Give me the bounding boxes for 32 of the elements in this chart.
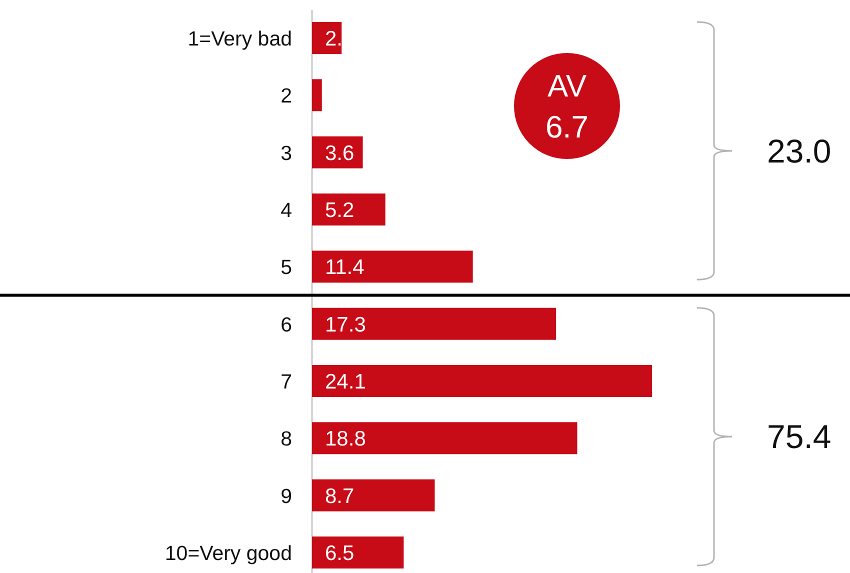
y-tick-label: 2: [280, 84, 292, 108]
y-tick-label: 10=Very good: [164, 542, 292, 565]
bar: [312, 479, 435, 512]
bar: [312, 194, 386, 226]
y-tick-label: 8: [280, 428, 292, 451]
text: 75.4: [767, 418, 832, 456]
bar: [312, 308, 556, 340]
y-tick-label: 4: [280, 199, 292, 222]
y-tick-label: 9: [280, 484, 292, 508]
bar: [312, 422, 578, 454]
data-label: 8.7: [325, 484, 354, 508]
bar: [312, 536, 404, 568]
bar: [312, 250, 473, 283]
y-tick-label: 3: [280, 142, 292, 165]
y-tick-label: 1=Very bad: [188, 28, 292, 50]
annotation: AV 6.7: [545, 68, 589, 144]
data-label: 5.2: [325, 199, 354, 222]
data-label: 17.3: [325, 313, 366, 336]
y-tick-label: 6: [280, 313, 292, 336]
bar: [312, 22, 342, 54]
data-label: 3.6: [325, 142, 354, 165]
y-tick-label: 7: [280, 370, 292, 394]
text: 23.0: [767, 132, 832, 170]
data-label: 11.4: [325, 256, 365, 280]
y-tick-label: 5: [280, 256, 292, 280]
data-label: 6.5: [325, 542, 354, 565]
bar: [312, 79, 322, 112]
data-label: 24.1: [325, 370, 366, 394]
bar: [312, 136, 363, 168]
data-label: 2.: [325, 28, 343, 50]
data-label: 18.8: [325, 428, 366, 451]
bar: [312, 365, 652, 397]
